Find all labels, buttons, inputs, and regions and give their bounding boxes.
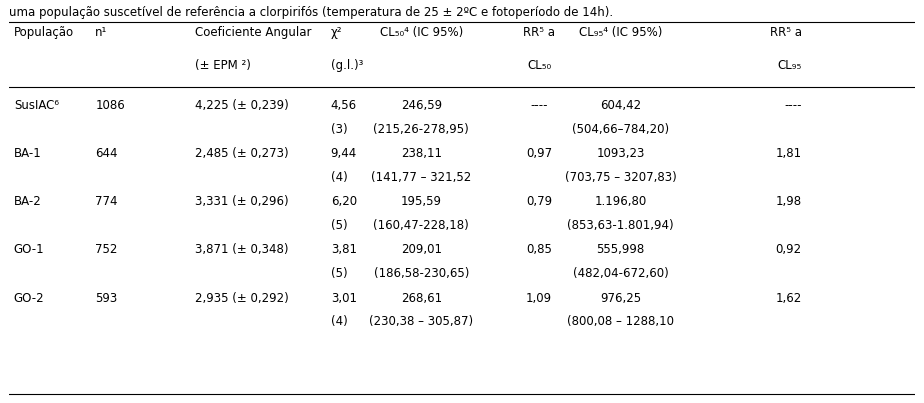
- Text: ----: ----: [784, 99, 801, 112]
- Text: 1,81: 1,81: [775, 147, 801, 160]
- Text: RR⁵ a: RR⁵ a: [770, 26, 801, 39]
- Text: (141,77 – 321,52: (141,77 – 321,52: [371, 171, 471, 184]
- Text: (230,38 – 305,87): (230,38 – 305,87): [370, 315, 473, 328]
- Text: 644: 644: [95, 147, 117, 160]
- Text: (504,66–784,20): (504,66–784,20): [572, 123, 669, 135]
- Text: 774: 774: [95, 195, 117, 208]
- Text: 1.196,80: 1.196,80: [594, 195, 647, 208]
- Text: CL₅₀: CL₅₀: [527, 59, 551, 72]
- Text: 752: 752: [95, 243, 117, 256]
- Text: 976,25: 976,25: [600, 291, 641, 305]
- Text: 246,59: 246,59: [401, 99, 442, 112]
- Text: n¹: n¹: [95, 26, 107, 39]
- Text: 209,01: 209,01: [401, 243, 442, 256]
- Text: (482,04-672,60): (482,04-672,60): [573, 267, 668, 280]
- Text: 6,20: 6,20: [331, 195, 357, 208]
- Text: 555,998: 555,998: [596, 243, 645, 256]
- Text: (160,47-228,18): (160,47-228,18): [373, 219, 469, 232]
- Text: (± EPM ²): (± EPM ²): [195, 59, 250, 72]
- Text: 3,01: 3,01: [331, 291, 357, 305]
- Text: População: População: [14, 26, 74, 39]
- Text: 0,97: 0,97: [526, 147, 552, 160]
- Text: BA-1: BA-1: [14, 147, 42, 160]
- Text: 1,98: 1,98: [775, 195, 801, 208]
- Text: 2,935 (± 0,292): 2,935 (± 0,292): [195, 291, 288, 305]
- Text: 2,485 (± 0,273): 2,485 (± 0,273): [195, 147, 288, 160]
- Text: (4): (4): [331, 315, 347, 328]
- Text: (5): (5): [331, 219, 347, 232]
- Text: 3,871 (± 0,348): 3,871 (± 0,348): [195, 243, 288, 256]
- Text: RR⁵ a: RR⁵ a: [523, 26, 555, 39]
- Text: 4,56: 4,56: [331, 99, 357, 112]
- Text: 268,61: 268,61: [401, 291, 442, 305]
- Text: (3): (3): [331, 123, 347, 135]
- Text: (800,08 – 1288,10: (800,08 – 1288,10: [567, 315, 674, 328]
- Text: SusIAC⁶: SusIAC⁶: [14, 99, 59, 112]
- Text: CL₉₅: CL₉₅: [777, 59, 801, 72]
- Text: 0,85: 0,85: [526, 243, 552, 256]
- Text: 3,81: 3,81: [331, 243, 357, 256]
- Text: (186,58-230,65): (186,58-230,65): [373, 267, 469, 280]
- Text: GO-1: GO-1: [14, 243, 44, 256]
- Text: GO-2: GO-2: [14, 291, 44, 305]
- Text: BA-2: BA-2: [14, 195, 42, 208]
- Text: 4,225 (± 0,239): 4,225 (± 0,239): [195, 99, 288, 112]
- Text: 0,79: 0,79: [526, 195, 552, 208]
- Text: CL₅₀⁴ (IC 95%): CL₅₀⁴ (IC 95%): [380, 26, 463, 39]
- Text: 9,44: 9,44: [331, 147, 357, 160]
- Text: (853,63-1.801,94): (853,63-1.801,94): [567, 219, 674, 232]
- Text: ----: ----: [530, 99, 548, 112]
- Text: 3,331 (± 0,296): 3,331 (± 0,296): [195, 195, 288, 208]
- Text: (g.l.)³: (g.l.)³: [331, 59, 363, 72]
- Text: 195,59: 195,59: [401, 195, 442, 208]
- Text: 604,42: 604,42: [600, 99, 641, 112]
- Text: 1,62: 1,62: [775, 291, 801, 305]
- Text: Coeficiente Angular: Coeficiente Angular: [195, 26, 311, 39]
- Text: (215,26-278,95): (215,26-278,95): [373, 123, 469, 135]
- Text: uma população suscetível de referência a clorpirifós (temperatura de 25 ± 2ºC e : uma população suscetível de referência a…: [9, 6, 614, 19]
- Text: 0,92: 0,92: [775, 243, 801, 256]
- Text: 1,09: 1,09: [526, 291, 552, 305]
- Text: 238,11: 238,11: [401, 147, 442, 160]
- Text: 593: 593: [95, 291, 117, 305]
- Text: (703,75 – 3207,83): (703,75 – 3207,83): [565, 171, 676, 184]
- Text: 1093,23: 1093,23: [596, 147, 645, 160]
- Text: CL₉₅⁴ (IC 95%): CL₉₅⁴ (IC 95%): [578, 26, 663, 39]
- Text: 1086: 1086: [95, 99, 125, 112]
- Text: (4): (4): [331, 171, 347, 184]
- Text: (5): (5): [331, 267, 347, 280]
- Text: χ²: χ²: [331, 26, 342, 39]
